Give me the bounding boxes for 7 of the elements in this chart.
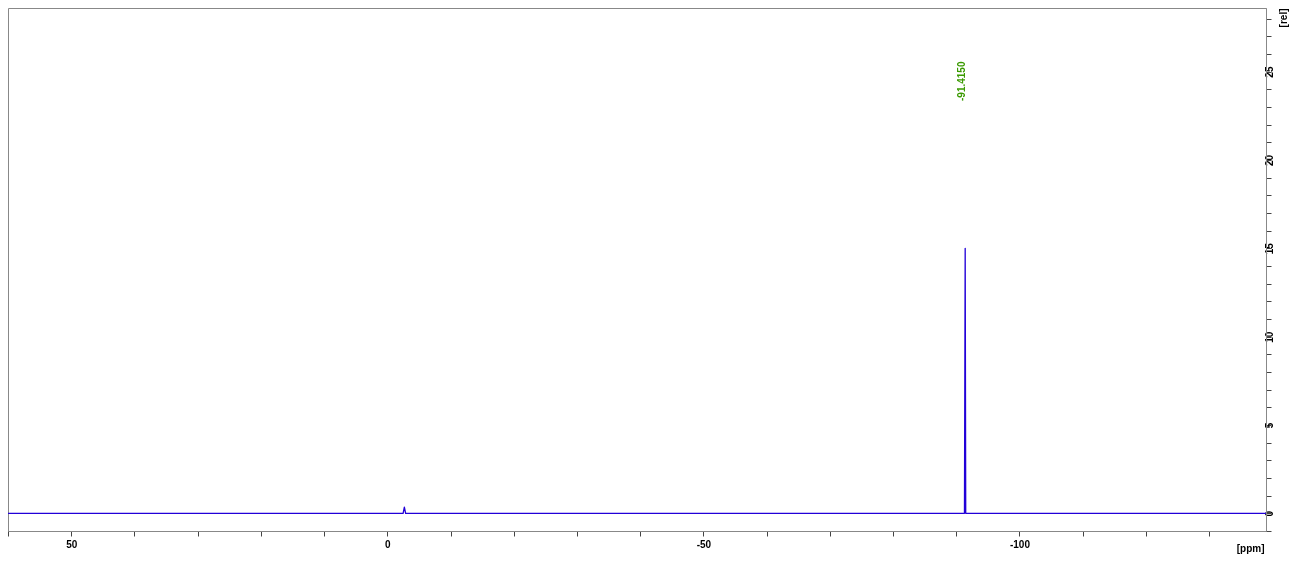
x-tick-label: -50 xyxy=(696,538,712,550)
annotation: -91.4150 xyxy=(956,61,967,101)
y-axis-title: [rel] xyxy=(1277,8,1289,28)
x-tick-label: 50 xyxy=(66,538,78,550)
x-tick-label: -100 xyxy=(1009,538,1031,550)
x-tick-label: 0 xyxy=(385,538,392,550)
x-axis-title: [ppm] xyxy=(1236,542,1265,554)
